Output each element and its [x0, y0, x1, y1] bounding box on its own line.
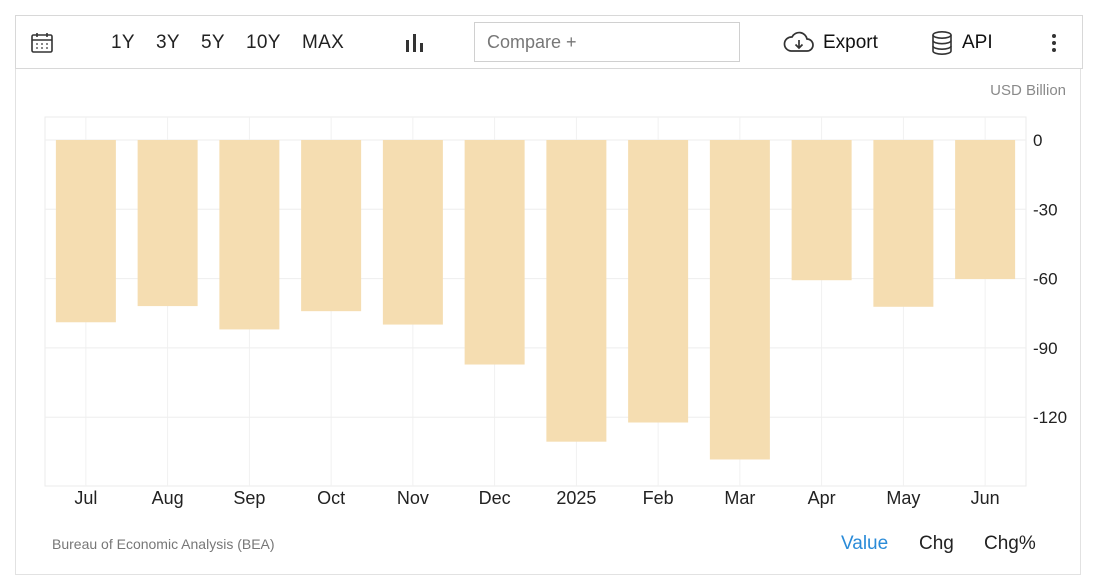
chg-percent-toggle[interactable]: Chg%: [984, 533, 1036, 554]
chart-type-button[interactable]: [404, 16, 426, 70]
source-label: Bureau of Economic Analysis (BEA): [52, 536, 275, 552]
database-icon: [932, 30, 952, 55]
export-button[interactable]: Export: [783, 16, 878, 70]
range-3y-button[interactable]: 3Y: [156, 32, 180, 53]
unit-label: USD Billion: [990, 82, 1066, 99]
value-toggle[interactable]: Value: [841, 533, 889, 554]
compare-input[interactable]: [474, 22, 740, 62]
cloud-download-icon: [783, 31, 814, 52]
range-10y-button[interactable]: 10Y: [246, 32, 281, 53]
api-button[interactable]: API: [930, 16, 993, 70]
more-options-button[interactable]: [1050, 16, 1058, 70]
calendar-button[interactable]: [30, 16, 54, 70]
export-label: Export: [823, 32, 878, 53]
api-label: API: [962, 32, 993, 53]
chart-toolbar: 1Y 3Y 5Y 10Y MAX Export API: [15, 15, 1083, 69]
range-1y-button[interactable]: 1Y: [111, 32, 135, 53]
vertical-dots-icon: [1052, 34, 1056, 52]
calendar-icon: [31, 33, 53, 53]
chart-frame: [15, 15, 1081, 575]
chg-toggle[interactable]: Chg: [919, 533, 954, 554]
bar-chart-icon: [406, 34, 423, 52]
range-5y-button[interactable]: 5Y: [201, 32, 225, 53]
range-max-button[interactable]: MAX: [302, 32, 345, 53]
